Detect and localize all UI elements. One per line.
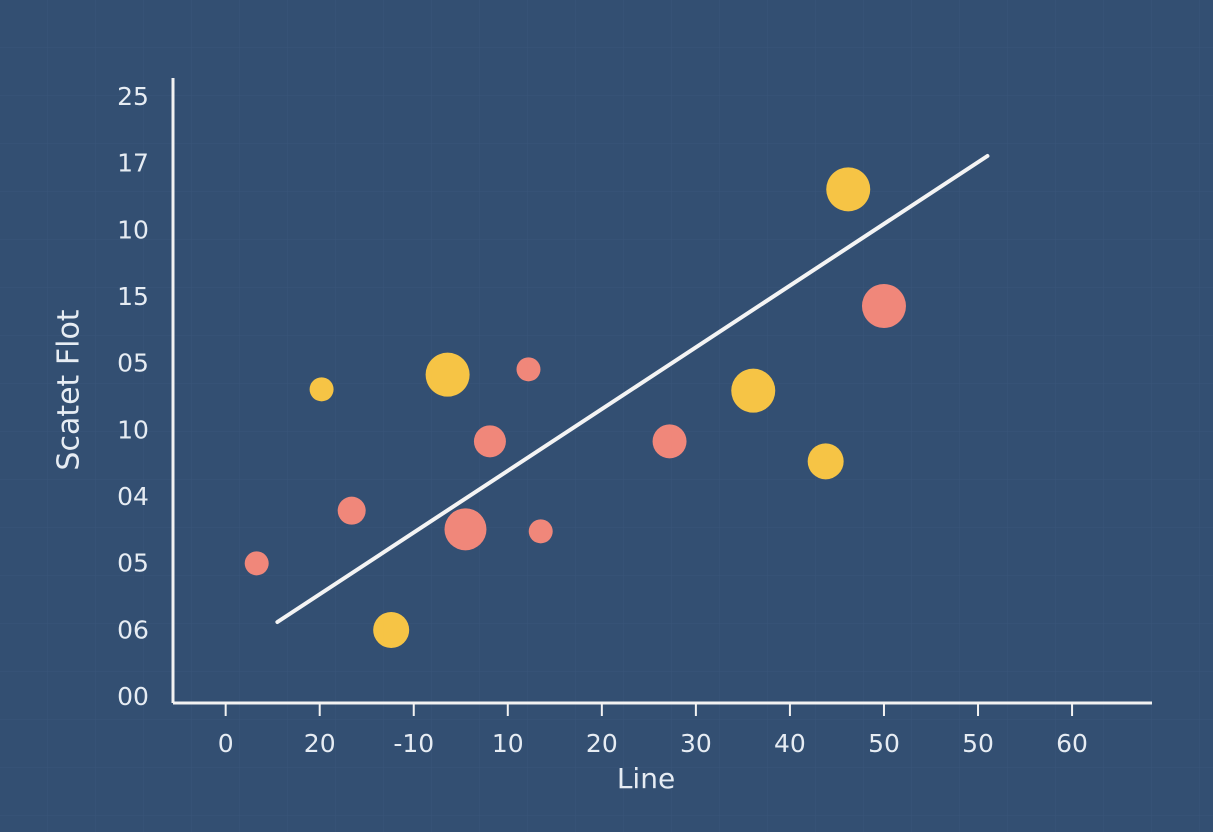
x-tick-label: 20 [304,729,336,758]
scatter-point [244,551,269,576]
x-tick-label: -10 [393,729,434,758]
y-tick-label: 25 [117,82,149,111]
y-tick-label: 15 [117,282,149,311]
x-axis-label: Line [617,762,675,795]
x-tick-label: 40 [774,729,806,758]
x-tick-label: 0 [218,729,234,758]
y-tick-label: 17 [117,149,149,178]
x-tick-label: 10 [492,729,524,758]
x-tick-label: 60 [1056,729,1088,758]
y-tick-label: 00 [117,682,149,711]
x-tick-label: 20 [586,729,618,758]
scatter-point [425,352,470,397]
scatter-point [528,519,553,544]
y-tick-label: 05 [117,549,149,578]
y-tick-label: 06 [117,615,149,644]
scatter-point [444,508,487,551]
scatter-point [652,424,687,459]
y-axis-label: Scatet Flot [52,309,87,470]
scatter-point [861,284,906,328]
scatter-point [309,377,334,402]
scatter-point [807,443,844,480]
y-tick-label: 04 [117,482,149,511]
y-tick-label: 05 [117,349,149,378]
scatter-point [516,357,541,382]
x-tick-label: 50 [962,729,994,758]
x-tick-label: 50 [868,729,900,758]
y-tick-label: 10 [117,215,149,244]
scatter-point [373,612,410,648]
trend-line [275,154,990,624]
x-tick-label: 30 [680,729,712,758]
scatter-point [826,167,871,212]
y-tick-label: 10 [117,415,149,444]
scatter-point [731,368,776,413]
scatter-point [473,425,506,458]
scatter-point [337,496,366,525]
